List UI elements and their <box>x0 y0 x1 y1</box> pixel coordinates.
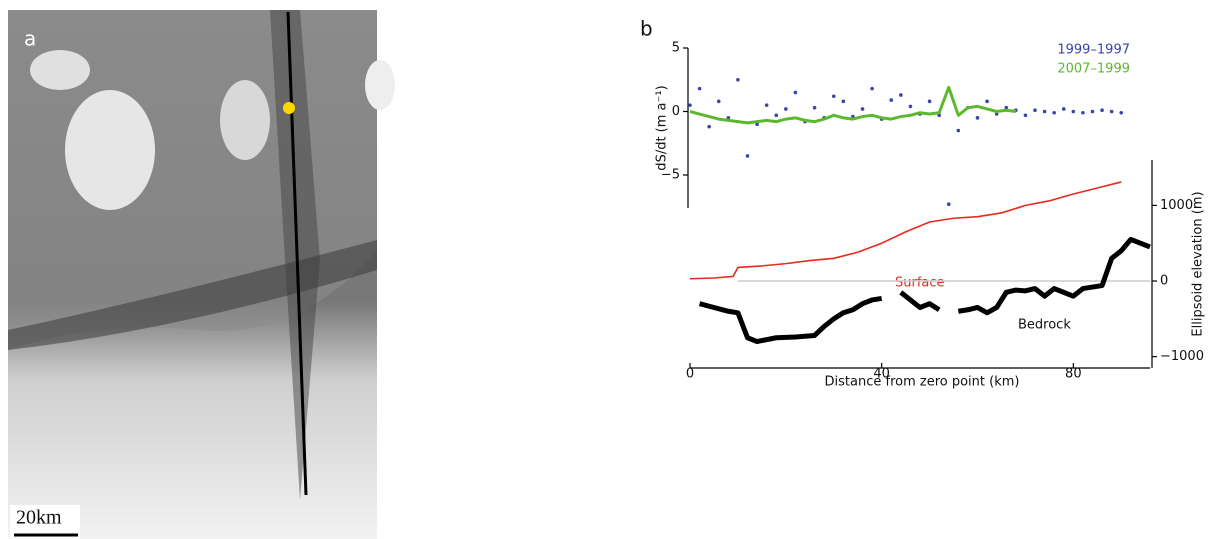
y-tick-label: −5 <box>661 167 680 182</box>
data-point <box>1042 109 1047 114</box>
legend-label: 1999–1997 <box>1057 43 1130 58</box>
data-point <box>707 124 711 129</box>
data-point <box>716 99 721 104</box>
scale-bar-label: 20km <box>16 507 62 529</box>
data-point <box>985 99 989 104</box>
data-point <box>755 122 759 126</box>
data-point <box>697 86 702 91</box>
panel-label: b <box>640 17 653 41</box>
y2-tick-label: 0 <box>1160 274 1168 289</box>
data-point <box>937 113 941 118</box>
data-point <box>1090 109 1095 114</box>
annotation: Bedrock <box>1018 318 1071 333</box>
data-point <box>745 154 750 158</box>
data-point <box>764 103 769 107</box>
data-point <box>1109 109 1114 114</box>
x-tick-label: 40 <box>873 367 890 382</box>
y2-axis-label: Ellipsoid elevation (m) <box>1191 191 1206 336</box>
data-point <box>994 112 999 116</box>
data-point <box>1119 110 1124 115</box>
data-point <box>1023 113 1028 118</box>
y2-tick-label: 1000 <box>1160 198 1193 213</box>
x-axis-label: Distance from zero point (km) <box>825 375 1020 390</box>
data-point <box>908 104 913 109</box>
data-point <box>956 128 961 133</box>
data-point <box>812 105 817 110</box>
x-tick-label: 0 <box>686 367 694 382</box>
data-point <box>1061 107 1066 111</box>
data-point <box>726 116 731 120</box>
data-point <box>927 99 932 104</box>
series-line <box>689 181 1122 280</box>
data-point <box>774 113 779 118</box>
series-line <box>698 295 883 345</box>
x-tick-label: 80 <box>1065 367 1082 382</box>
data-point <box>899 93 903 97</box>
data-point <box>793 90 798 95</box>
data-point <box>1071 109 1076 114</box>
y-axis-label: dS/dt (m a⁻¹) <box>655 85 670 170</box>
series-line <box>689 85 1017 125</box>
data-point <box>841 99 846 104</box>
y-tick-label: 5 <box>672 41 680 56</box>
y2-tick-label: −1000 <box>1160 349 1204 364</box>
series-line <box>899 290 941 312</box>
series-line <box>957 236 1151 316</box>
data-point <box>1033 108 1037 113</box>
data-point <box>688 103 692 107</box>
data-point <box>946 202 951 206</box>
data-point <box>1052 110 1056 115</box>
annotation: Surface <box>895 276 945 291</box>
data-point <box>870 86 874 91</box>
legend-label: 2007–1999 <box>1057 62 1130 77</box>
data-point <box>831 94 836 99</box>
data-point <box>1004 105 1009 110</box>
data-point <box>736 77 740 82</box>
data-point <box>889 98 894 102</box>
y-tick-label: 0 <box>672 104 680 119</box>
satellite-image <box>8 10 395 539</box>
data-point <box>1100 108 1104 113</box>
panel-label: a <box>24 27 36 51</box>
data-point <box>975 116 980 120</box>
data-point <box>784 107 788 111</box>
data-point <box>1081 110 1085 115</box>
data-point <box>860 107 865 111</box>
